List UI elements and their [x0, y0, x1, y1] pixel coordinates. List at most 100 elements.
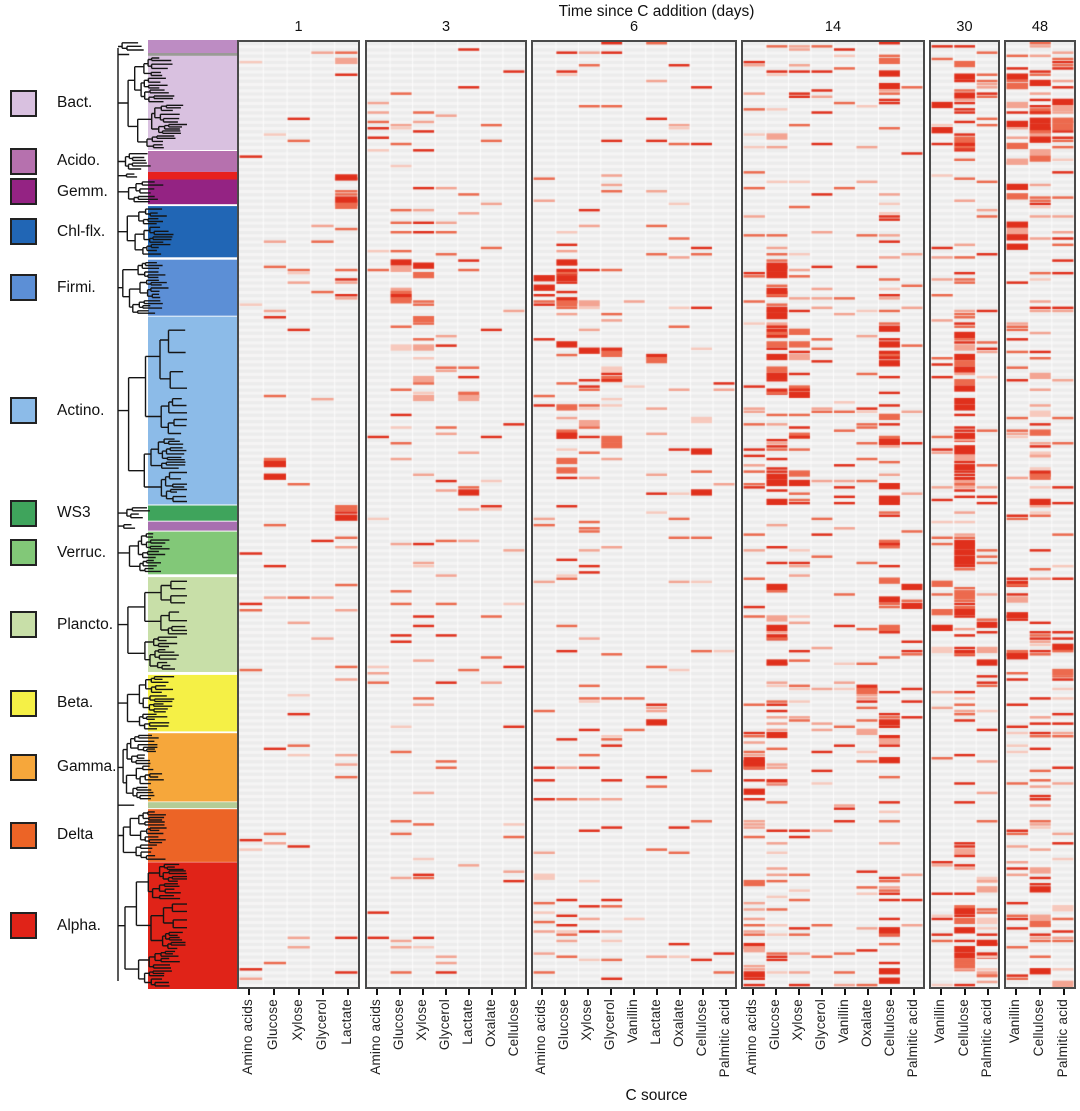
legend-label-actino: Actino.	[57, 401, 105, 419]
clade-band-unlabeled-sage	[148, 802, 237, 809]
clade-band-plancto	[148, 577, 237, 672]
heatmap-canvas-day-30	[931, 42, 998, 987]
legend-label-gamma: Gamma.	[57, 758, 117, 776]
clade-band-actino	[148, 316, 237, 505]
legend-label-ws3: WS3	[57, 504, 91, 522]
clade-band-unlabeled-purple	[148, 521, 237, 531]
x-tick	[678, 989, 681, 995]
legend-label-delta: Delta	[57, 826, 94, 844]
c-source-label-oxalate: Oxalate	[858, 999, 874, 1047]
heatmap-panel-day-30	[929, 40, 1000, 989]
c-source-label-cellulose: Cellulose	[693, 999, 709, 1057]
legend-label-verruc: Verruc.	[57, 543, 107, 561]
c-source-label-glycerol: Glycerol	[437, 999, 452, 1051]
x-tick	[297, 989, 300, 995]
c-source-label-cellulose: Cellulose	[881, 999, 897, 1057]
c-source-label-oxalate: Oxalate	[483, 999, 499, 1047]
heatmap-panel-day-1	[237, 40, 360, 989]
legend-swatch-gamma	[10, 753, 37, 781]
heatmap-panel-day-6	[531, 40, 737, 989]
c-source-label-glucose: Glucose	[766, 999, 782, 1050]
x-tick	[866, 989, 869, 995]
clade-band-gamma	[148, 733, 237, 802]
x-tick	[491, 989, 494, 995]
c-source-label-xylose: Xylose	[579, 999, 595, 1041]
clade-band-ws3	[148, 505, 237, 521]
x-tick	[701, 989, 704, 995]
legend-swatch-verruc	[10, 539, 37, 567]
x-tick	[322, 989, 325, 995]
c-source-label-amino-acids: Amino acids	[240, 999, 256, 1075]
c-source-label-amino-acids: Amino acids	[533, 999, 549, 1075]
x-tick	[445, 989, 447, 995]
x-tick	[1039, 989, 1041, 995]
c-source-label-glucose: Glucose	[390, 999, 406, 1050]
legend-swatch-actino	[10, 397, 37, 425]
c-source-label-palmitic-acid: Palmitic acid	[904, 999, 920, 1078]
clade-band-gemm	[148, 179, 237, 205]
c-source-label-xylose: Xylose	[789, 999, 805, 1041]
clade-band-acido	[148, 151, 237, 172]
x-tick	[633, 989, 635, 995]
c-source-label-oxalate: Oxalate	[670, 999, 686, 1047]
x-tick	[939, 989, 942, 995]
c-source-label-lactate: Lactate	[647, 999, 663, 1045]
heatmap-panel-day-48	[1004, 40, 1076, 989]
x-axis-title: C source	[625, 1087, 688, 1104]
panel-day-label-30: 30	[956, 19, 973, 35]
legend-swatch-bact	[10, 89, 37, 117]
legend-swatch-acido	[10, 147, 37, 175]
legend-label-chl-flx: Chl-flx.	[57, 222, 106, 240]
c-source-label-vanillin: Vanillin	[835, 999, 851, 1044]
x-tick	[346, 989, 349, 995]
legend-swatch-ws3	[10, 499, 37, 527]
legend-label-bact: Bact.	[57, 94, 93, 111]
legend-swatch-alpha	[10, 912, 37, 940]
x-tick	[541, 989, 544, 995]
x-tick	[1063, 989, 1065, 995]
panel-day-label-6: 6	[629, 19, 639, 35]
legend-label-acido: Acido.	[57, 152, 101, 170]
figure-title: Time since C addition (days)	[558, 3, 755, 20]
c-source-label-amino-acids: Amino acids	[743, 999, 759, 1075]
heatmap-canvas-day-3	[367, 42, 525, 987]
clade-band-divider	[148, 53, 237, 56]
x-tick	[724, 989, 727, 995]
x-tick	[564, 989, 567, 995]
c-source-label-vanillin: Vanillin	[1007, 999, 1022, 1044]
x-tick	[375, 989, 378, 995]
panel-day-label-3: 3	[441, 19, 451, 35]
x-tick	[398, 989, 401, 995]
x-tick	[468, 989, 471, 995]
x-tick	[912, 989, 915, 995]
heatmap-canvas-day-14	[743, 42, 923, 987]
clade-band-beta	[148, 674, 237, 732]
x-tick	[987, 989, 990, 995]
legend-swatch-beta	[10, 689, 37, 717]
legend-label-alpha: Alpha.	[57, 916, 101, 934]
legend-swatch-chl-flx	[10, 218, 37, 246]
x-tick	[514, 989, 517, 995]
c-source-label-xylose: Xylose	[289, 999, 305, 1041]
c-source-label-palmitic-acid: Palmitic acid	[1055, 999, 1070, 1078]
c-source-label-vanillin: Vanillin	[625, 999, 640, 1044]
legend-swatch-delta	[10, 821, 37, 849]
phylogenetic-tree	[117, 40, 237, 989]
legend-label-firmi: Firmi.	[57, 278, 96, 296]
c-source-label-glycerol: Glycerol	[314, 999, 330, 1051]
tree-branches	[117, 42, 187, 987]
c-source-label-cellulose: Cellulose	[506, 999, 522, 1057]
x-tick	[248, 989, 251, 995]
clade-band-alpha	[148, 862, 237, 989]
x-tick	[774, 989, 777, 995]
x-tick	[587, 989, 590, 995]
c-source-label-glucose: Glucose	[264, 999, 280, 1050]
c-source-label-lactate: Lactate	[338, 999, 354, 1045]
c-source-label-glycerol: Glycerol	[602, 999, 618, 1051]
heatmap-panel-day-14	[741, 40, 925, 989]
legend-label-beta: Beta.	[57, 694, 94, 712]
x-tick	[963, 989, 966, 995]
legend-label-plancto: Plancto.	[57, 615, 114, 633]
clade-band-unlabeled-red	[148, 171, 237, 180]
heatmap-panel-day-3	[365, 40, 527, 989]
